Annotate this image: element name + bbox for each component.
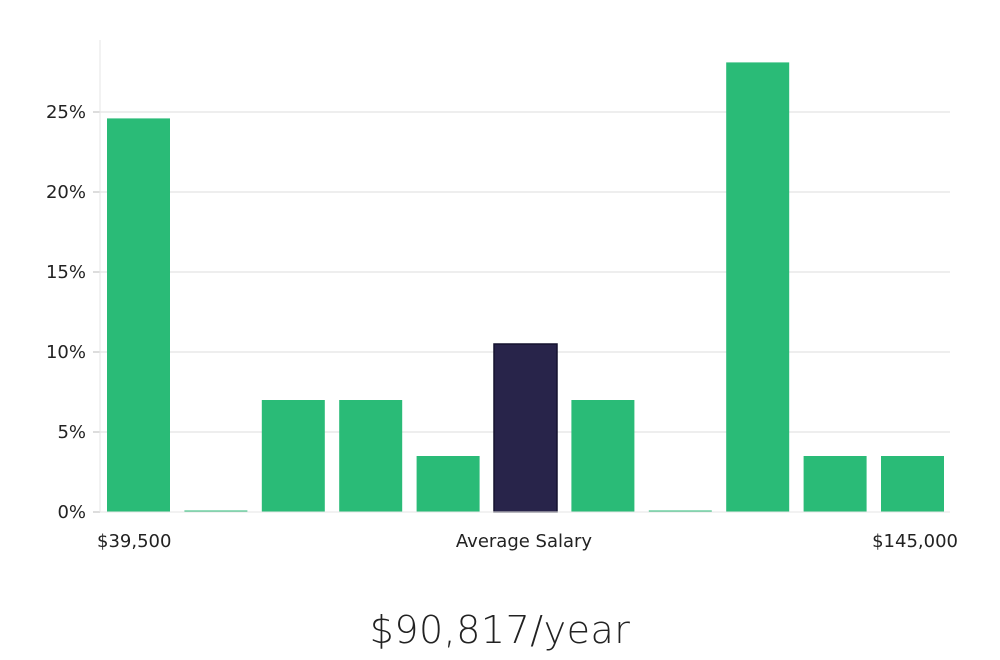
x-right-label: $145,000: [872, 531, 958, 552]
bar-4: [339, 400, 403, 512]
average-salary-value: $90,817/year: [369, 608, 631, 652]
y-tick-label: 15%: [46, 262, 86, 283]
bar-8: [648, 510, 712, 512]
bar-2: [184, 510, 248, 512]
bar-11: [881, 456, 944, 512]
y-tick-label: 0%: [57, 502, 86, 523]
salary-histogram: 0% 5% 10% 15% 20% 25% $39,500 Average Salary …: [46, 40, 958, 552]
y-tick-label: 20%: [46, 182, 86, 203]
bars: [107, 62, 944, 513]
bar-7: [571, 400, 635, 512]
y-tick-label: 10%: [46, 342, 86, 363]
bar-1: [107, 118, 170, 513]
y-tick-label: 5%: [57, 422, 86, 443]
axes: 0% 5% 10% 15% 20% 25%: [46, 40, 950, 523]
bar-10: [803, 456, 867, 512]
bar-9: [726, 62, 790, 513]
x-center-label: Average Salary: [456, 531, 593, 552]
bar-average-highlight: [493, 343, 558, 513]
x-left-label: $39,500: [97, 531, 171, 552]
bar-3: [261, 400, 325, 512]
y-tick-label: 25%: [46, 102, 86, 123]
bar-5: [416, 456, 480, 512]
grid-lines: [100, 111, 950, 433]
chart-svg: 0%5%10%15%20%25% $39,500 Average Salary …: [46, 40, 958, 552]
